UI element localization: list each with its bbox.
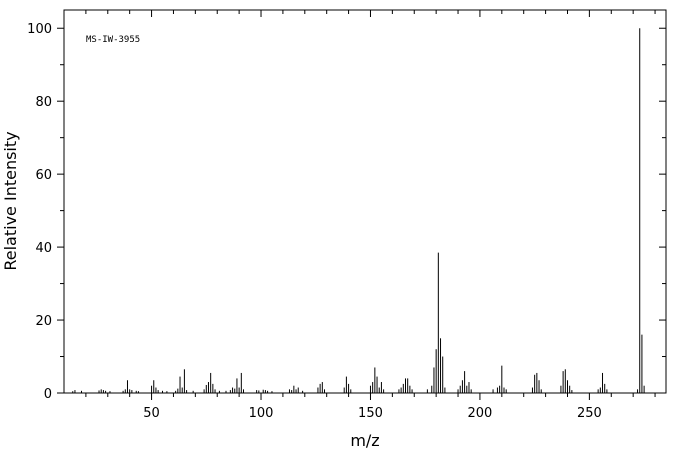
y-tick-label: 100 — [27, 22, 52, 37]
x-tick-label: 250 — [577, 406, 602, 421]
x-tick-label: 150 — [358, 406, 383, 421]
x-tick-label: 200 — [468, 406, 493, 421]
annotation: MS-IW-3955 — [86, 35, 140, 45]
y-tick-label: 20 — [35, 314, 52, 329]
y-axis-title: Relative Intensity — [1, 131, 20, 270]
x-tick-label: 100 — [249, 406, 274, 421]
x-tick-label: 50 — [143, 406, 160, 421]
y-tick-label: 0 — [44, 387, 52, 402]
x-axis-title: m/z — [350, 431, 379, 450]
y-tick-label: 40 — [35, 241, 52, 256]
plot-frame — [63, 9, 667, 394]
y-tick-label: 80 — [35, 95, 52, 110]
y-tick-label: 60 — [35, 168, 52, 183]
